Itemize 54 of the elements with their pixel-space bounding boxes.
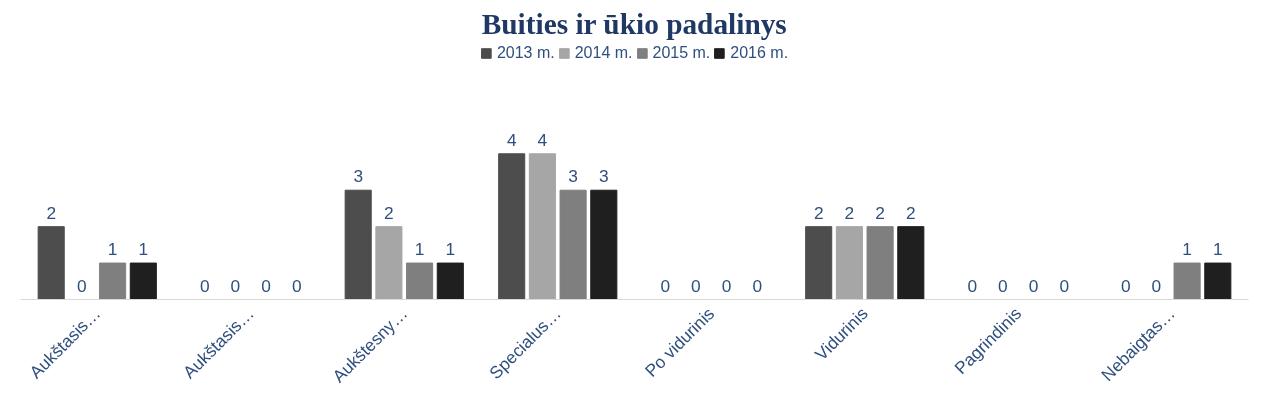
data-label: 4 <box>506 129 517 150</box>
data-label: 2 <box>905 202 916 223</box>
legend-label: 2016 m. <box>730 44 789 62</box>
data-label: 2 <box>46 202 57 223</box>
data-label: 0 <box>291 275 302 296</box>
data-label: 0 <box>1028 275 1039 296</box>
data-label: 0 <box>998 275 1008 296</box>
bar <box>99 262 127 300</box>
data-label: 0 <box>752 275 763 296</box>
bar <box>805 226 833 300</box>
data-label: 2 <box>384 202 394 223</box>
data-label: 2 <box>844 202 855 223</box>
data-label: 1 <box>138 239 149 260</box>
data-label: 1 <box>107 239 118 260</box>
data-label: 0 <box>1120 275 1131 296</box>
bar <box>897 226 925 300</box>
legend-label: 2015 m. <box>652 44 711 62</box>
bar <box>375 226 403 300</box>
data-label: 0 <box>230 275 241 296</box>
bar <box>528 153 556 300</box>
bar <box>835 226 863 300</box>
data-label: 0 <box>967 275 978 296</box>
bar <box>866 226 894 300</box>
legend-label: 2013 m. <box>496 44 555 62</box>
bar <box>590 189 618 300</box>
data-label: 3 <box>353 166 364 187</box>
data-label: 1 <box>1212 239 1223 260</box>
data-label: 0 <box>199 275 210 296</box>
data-label: 1 <box>1182 239 1192 260</box>
data-label: 0 <box>77 275 87 296</box>
legend-label: 2014 m. <box>574 44 633 62</box>
bar <box>406 262 434 300</box>
bar <box>559 189 587 300</box>
data-label: 0 <box>660 275 671 296</box>
bar <box>1204 262 1232 300</box>
data-label: 0 <box>721 275 732 296</box>
data-label: 1 <box>414 239 425 260</box>
data-label: 2 <box>813 202 824 223</box>
data-label: 0 <box>691 275 701 296</box>
bar <box>436 262 464 300</box>
bar <box>37 226 65 300</box>
bar <box>344 189 372 300</box>
data-label: 3 <box>598 166 609 187</box>
data-label: 1 <box>445 239 456 260</box>
data-label: 0 <box>1059 275 1070 296</box>
data-label: 0 <box>1151 275 1162 296</box>
data-label: 2 <box>875 202 885 223</box>
bar <box>129 262 157 300</box>
data-label: 3 <box>568 166 578 187</box>
data-label: 0 <box>261 275 271 296</box>
bar <box>498 153 526 300</box>
data-label: 4 <box>537 129 548 150</box>
chart-title: Buities ir ūkio padalinys <box>481 7 787 40</box>
bar <box>1173 262 1201 300</box>
